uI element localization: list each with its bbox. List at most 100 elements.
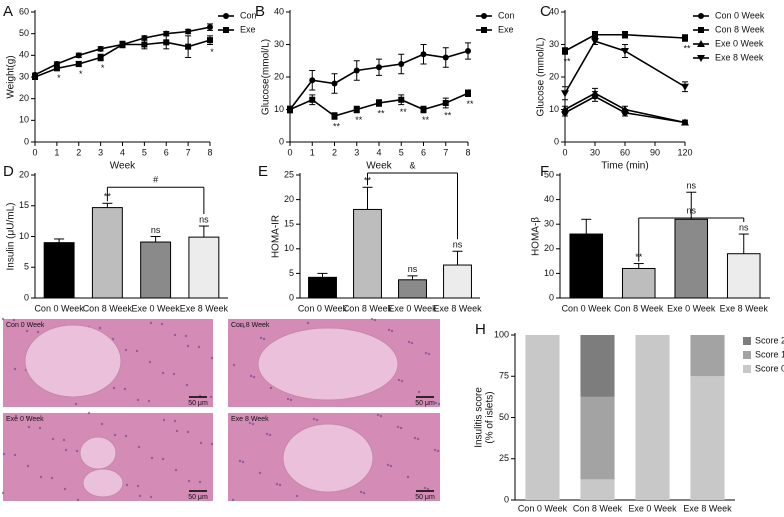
nucleus — [187, 479, 191, 483]
marker — [207, 24, 213, 31]
x-tick-label: 0 — [562, 147, 567, 157]
x-tick-label: Exe 0 Week — [667, 303, 716, 313]
image-label: Exe 0 Week — [6, 416, 44, 423]
y-axis-label: Glucose(mmol/L) — [261, 39, 272, 115]
nucleus — [27, 425, 31, 429]
marker — [442, 100, 449, 106]
y-tick-label: 40 — [274, 6, 284, 16]
marker — [442, 54, 449, 61]
y-tick-label: 0 — [24, 292, 29, 302]
y-axis-label: HOMA-β — [531, 217, 542, 256]
marker — [698, 27, 704, 33]
x-tick-label: 30 — [590, 147, 600, 157]
bar — [569, 233, 604, 299]
y-tick-label: 30 — [544, 219, 554, 229]
nucleus — [386, 463, 390, 467]
marker — [141, 35, 148, 41]
x-tick-label: 0 — [287, 147, 292, 157]
nucleus — [199, 441, 203, 445]
y-tick-label: 50 — [19, 28, 29, 38]
panel-letter: E — [258, 163, 268, 180]
bar-segment — [580, 335, 615, 397]
significance-label: ns — [453, 240, 463, 250]
nucleus — [251, 422, 255, 426]
nucleus — [186, 344, 190, 348]
nucleus — [38, 426, 42, 430]
legend-label: Exe 8 Week — [715, 52, 764, 62]
significance-label: ** — [400, 107, 408, 117]
marker — [465, 90, 471, 97]
y-tick-label: 20 — [19, 169, 29, 179]
nucleus — [312, 417, 316, 421]
nucleus — [407, 340, 411, 344]
marker — [32, 74, 38, 80]
panel-letter: H — [475, 321, 486, 338]
y-tick-label: 5 — [289, 268, 294, 278]
nucleus — [173, 333, 177, 337]
nucleus — [268, 433, 272, 437]
bar — [43, 242, 75, 299]
nucleus — [373, 318, 377, 322]
nucleus — [258, 471, 262, 475]
bar — [140, 241, 172, 299]
marker — [621, 48, 629, 55]
nucleus — [184, 334, 188, 338]
y-tick-label: 20 — [544, 243, 554, 253]
x-tick-label: Exe 0 Week — [388, 303, 437, 313]
nucleus — [2, 452, 6, 456]
y-tick-label: 25 — [284, 169, 294, 179]
nucleus — [25, 415, 29, 419]
significance-label: ns — [408, 264, 418, 274]
y-tick-label: 40 — [549, 6, 559, 16]
nucleus — [252, 375, 256, 379]
bar-segment — [690, 335, 725, 377]
legend-swatch — [743, 365, 751, 373]
marker — [376, 100, 382, 106]
marker — [331, 80, 338, 87]
marker — [75, 61, 82, 67]
legend-label: Con — [498, 10, 515, 20]
nucleus — [434, 401, 438, 405]
y-axis-label: Insulitis score — [474, 387, 485, 448]
nucleus — [397, 378, 401, 382]
bar-segment — [690, 376, 725, 500]
nucleus — [136, 398, 140, 402]
nucleus — [76, 498, 80, 502]
marker — [163, 39, 170, 46]
nucleus — [306, 321, 310, 325]
marker — [481, 13, 487, 19]
nucleus — [248, 421, 252, 425]
y-tick-label: 0 — [504, 494, 509, 504]
marker — [185, 43, 192, 50]
nucleus — [175, 429, 179, 433]
y-tick-label: 50 — [499, 412, 509, 422]
scale-label: 50 μm — [415, 494, 435, 501]
nucleus — [113, 433, 117, 437]
nucleus — [265, 432, 269, 436]
marker — [223, 13, 229, 19]
nucleus — [370, 317, 374, 321]
nucleus — [174, 468, 178, 472]
significance-label: ** — [422, 115, 430, 125]
nucleus — [413, 436, 417, 440]
x-tick-label: 7 — [186, 147, 191, 157]
marker — [681, 118, 689, 126]
nucleus — [259, 336, 263, 340]
y-axis-label: HOMA-IR — [271, 215, 282, 258]
nucleus — [379, 414, 383, 418]
y-tick-label: 50 — [544, 169, 554, 179]
nucleus — [210, 442, 214, 446]
nucleus — [433, 448, 437, 452]
nucleus — [1, 491, 5, 495]
marker — [309, 96, 316, 103]
bar — [621, 267, 656, 299]
x-tick-label: 90 — [650, 147, 660, 157]
islet — [79, 436, 117, 470]
bar-segment — [580, 396, 615, 480]
panel-letter: A — [3, 3, 13, 20]
bar-segment — [580, 479, 615, 500]
marker — [53, 65, 60, 72]
nucleus — [400, 379, 404, 383]
significance-label: ** — [466, 99, 474, 109]
nucleus — [436, 449, 440, 453]
